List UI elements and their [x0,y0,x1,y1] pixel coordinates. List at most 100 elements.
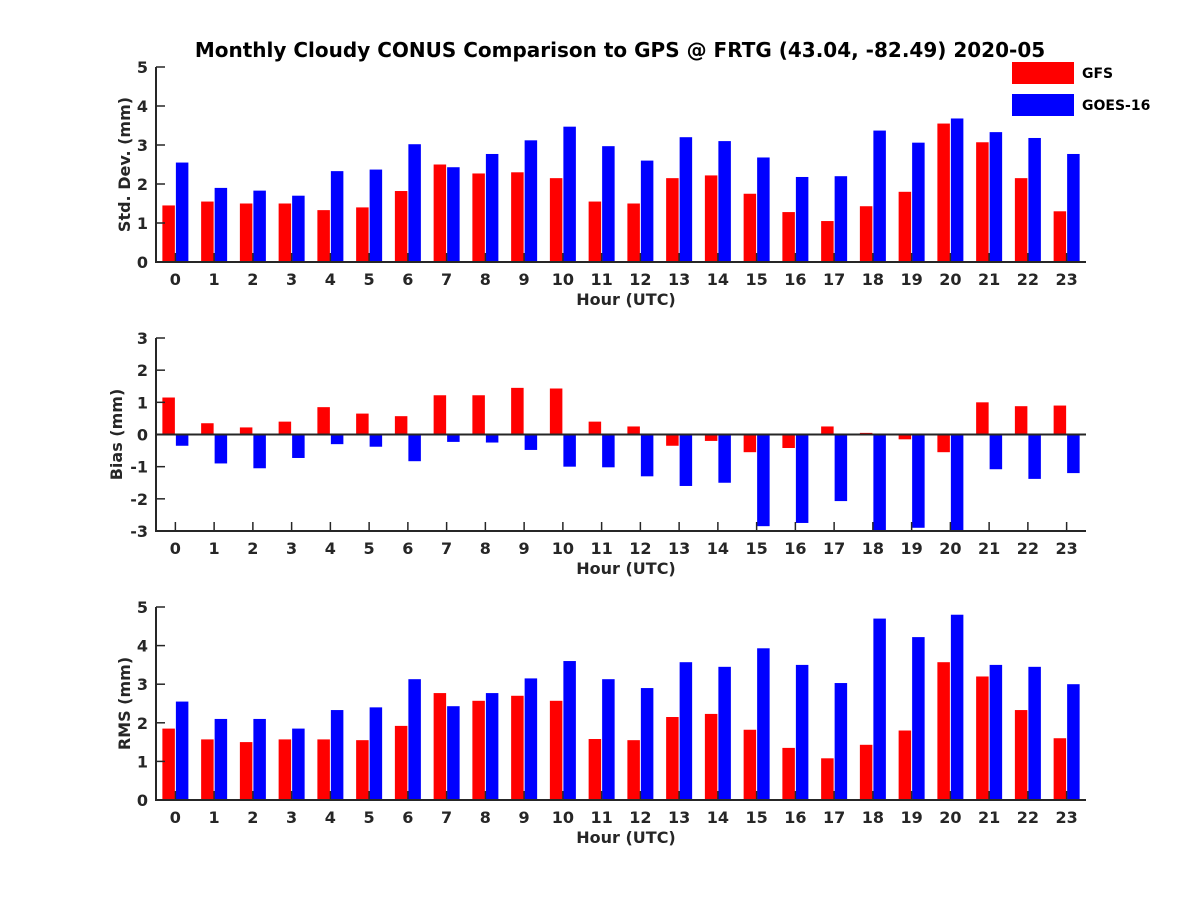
goes16-bar-17 [834,683,848,800]
y-axis-label: Std. Dev. (mm) [115,97,134,232]
x-tick-label: 9 [519,808,530,827]
x-tick-label: 6 [402,270,413,289]
chart-title: Monthly Cloudy CONUS Comparison to GPS @… [195,38,1045,62]
x-tick-label: 16 [784,539,806,558]
goes16-bar-6 [408,144,421,262]
x-tick-label: 12 [629,270,651,289]
x-axis-label: Hour (UTC) [576,290,676,309]
gfs-bar-8 [472,395,485,435]
gfs-bar-15 [743,434,757,453]
gfs-bar-19 [898,191,912,262]
x-tick-label: 18 [862,539,884,558]
gfs-bar-7 [433,693,447,800]
x-tick-label: 23 [1055,808,1077,827]
x-tick-label: 17 [823,270,845,289]
gfs-bar-22 [1014,178,1028,262]
x-tick-label: 7 [441,539,452,558]
gfs-bar-23 [1053,211,1067,262]
gfs-bar-19 [898,434,912,440]
gfs-bar-7 [433,395,447,435]
goes16-bar-18 [873,130,886,262]
gfs-bar-1 [201,201,214,262]
x-tick-label: 20 [939,270,961,289]
gfs-bar-3 [278,203,292,262]
y-tick-label: 5 [137,598,148,617]
y-tick-label: 2 [137,361,148,380]
goes16-bar-3 [292,434,305,458]
gfs-bar-2 [239,742,253,800]
goes16-bar-15 [757,434,770,527]
x-tick-label: 21 [978,539,1000,558]
x-tick-label: 12 [629,808,651,827]
x-tick-label: 10 [552,539,574,558]
x-tick-label: 17 [823,539,845,558]
x-tick-label: 9 [519,270,530,289]
x-tick-label: 14 [707,808,729,827]
x-tick-label: 3 [286,539,297,558]
goes16-bar-15 [757,157,770,262]
x-tick-label: 20 [939,539,961,558]
gfs-bar-4 [317,210,330,262]
goes16-bar-22 [1028,434,1041,479]
x-tick-label: 15 [745,539,767,558]
y-axis-label: Bias (mm) [107,389,126,481]
goes16-bar-5 [369,707,383,800]
goes16-bar-1 [214,434,228,464]
goes16-bar-17 [834,176,848,262]
gfs-bar-10 [549,178,563,262]
x-tick-label: 1 [209,808,220,827]
gfs-bar-14 [704,713,718,800]
x-tick-label: 0 [170,808,181,827]
legend-swatch-gfs [1012,62,1074,84]
goes16-bar-4 [330,171,344,262]
gfs-bar-2 [239,203,253,262]
goes16-bar-14 [718,434,731,483]
gfs-bar-14 [704,434,718,441]
goes16-bar-23 [1067,434,1080,474]
gfs-bar-17 [821,426,834,435]
goes16-bar-13 [679,137,693,262]
x-tick-label: 9 [519,539,530,558]
x-tick-label: 4 [325,808,336,827]
gfs-bar-21 [976,676,989,800]
x-tick-label: 13 [668,539,690,558]
y-tick-label: 1 [137,393,148,412]
y-tick-label: 2 [137,714,148,733]
x-axis-label: Hour (UTC) [576,828,676,847]
x-tick-label: 17 [823,808,845,827]
x-tick-label: 15 [745,270,767,289]
x-tick-label: 8 [480,270,491,289]
goes16-bar-9 [524,434,538,450]
y-tick-label: 2 [137,175,148,194]
x-tick-label: 6 [402,539,413,558]
x-tick-label: 13 [668,270,690,289]
x-tick-label: 16 [784,808,806,827]
goes16-bar-7 [447,706,460,800]
goes16-bar-15 [757,648,770,800]
goes16-bar-0 [175,701,189,800]
goes16-bar-1 [214,718,228,800]
x-tick-label: 10 [552,270,574,289]
goes16-bar-21 [989,664,1003,800]
x-tick-label: 21 [978,270,1000,289]
goes16-bar-3 [292,195,305,262]
goes16-bar-0 [175,162,189,262]
goes16-bar-11 [602,146,615,262]
x-tick-label: 11 [590,270,612,289]
gfs-bar-10 [549,388,563,435]
gfs-bar-9 [511,387,524,435]
x-tick-label: 18 [862,808,884,827]
gfs-bar-8 [472,173,485,262]
goes16-bar-12 [640,434,654,477]
gfs-bar-5 [356,207,369,262]
x-tick-label: 22 [1017,808,1039,827]
goes16-bar-23 [1067,153,1080,262]
gfs-bar-18 [859,206,873,262]
goes16-bar-8 [485,693,499,800]
x-tick-label: 14 [707,539,729,558]
y-tick-label: 4 [137,97,148,116]
gfs-bar-14 [704,175,718,262]
gfs-bar-20 [937,434,950,453]
